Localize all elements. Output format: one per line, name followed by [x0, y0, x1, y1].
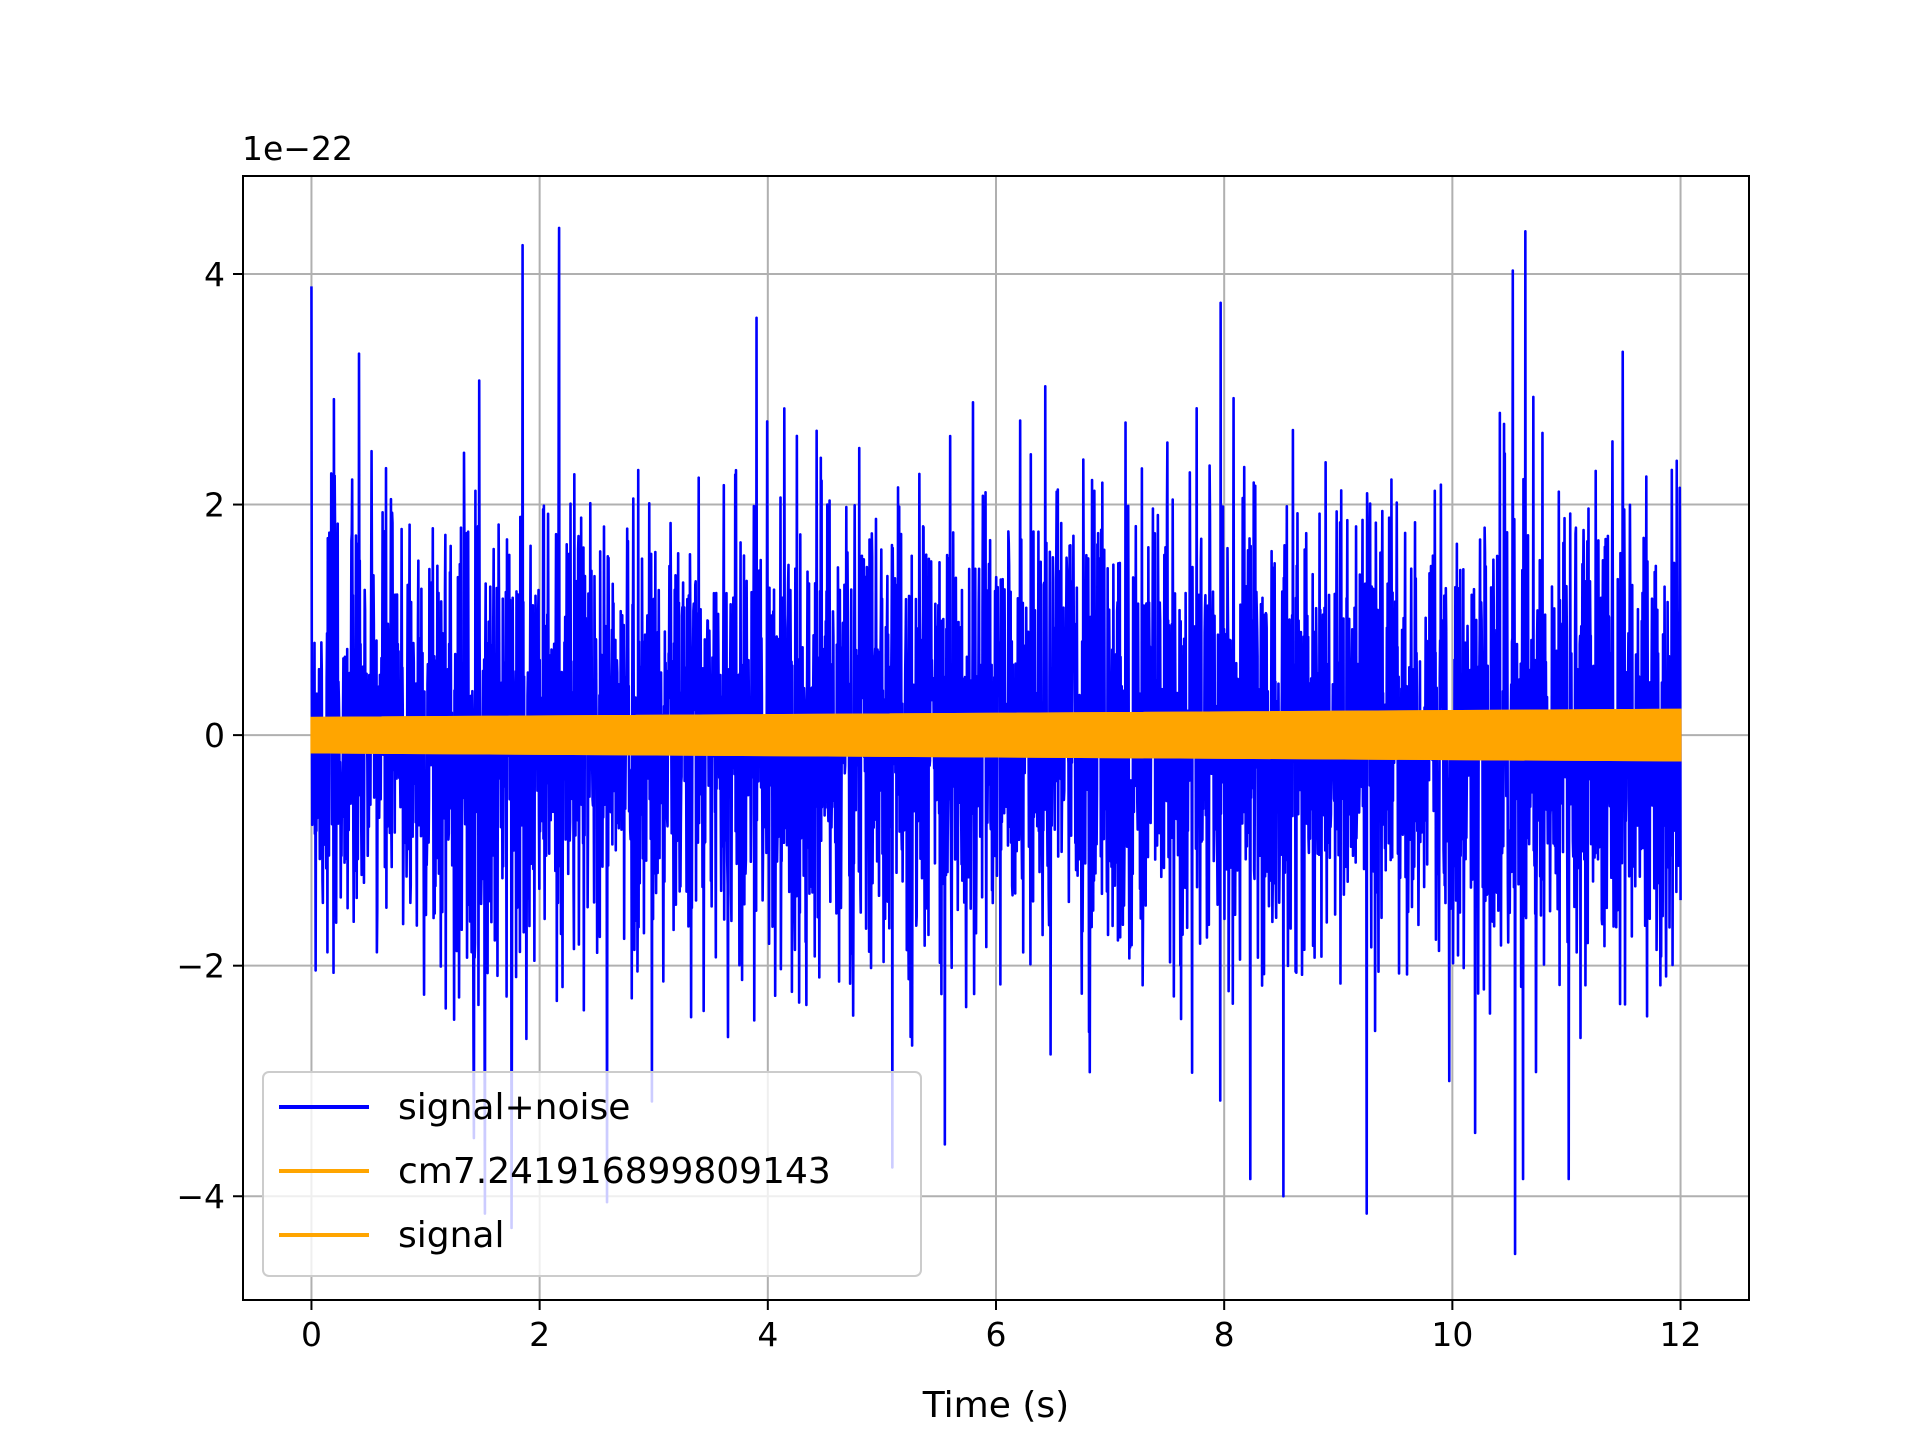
x-axis-label: Time (s)	[922, 1385, 1069, 1426]
legend-label-cm: cm7.241916899809143	[398, 1151, 831, 1192]
y-tick-label-0: −4	[176, 1177, 225, 1216]
x-axis: 0 2 4 6 8 10 12	[301, 1300, 1702, 1354]
x-tick-label-0: 0	[301, 1315, 322, 1354]
series-signal-band	[310, 708, 1682, 762]
series-layer	[310, 226, 1682, 1256]
y-tick-label-4: 4	[204, 255, 225, 294]
legend: signal+noise cm7.241916899809143 signal	[262, 1071, 922, 1277]
y-tick-label-2: 0	[204, 716, 225, 755]
y-tick-label-1: −2	[176, 947, 225, 986]
legend-label-signal-noise: signal+noise	[398, 1087, 630, 1128]
x-tick-label-4: 8	[1214, 1315, 1235, 1354]
x-tick-label-3: 6	[986, 1315, 1007, 1354]
legend-box	[262, 1071, 922, 1277]
x-tick-label-5: 10	[1431, 1315, 1473, 1354]
x-tick-label-2: 4	[757, 1315, 778, 1354]
legend-label-signal: signal	[398, 1215, 505, 1256]
y-axis: −4 −2 0 2 4	[176, 255, 243, 1216]
y-offset-label: 1e−22	[242, 129, 353, 168]
x-tick-label-1: 2	[529, 1315, 550, 1354]
x-tick-label-6: 12	[1660, 1315, 1702, 1354]
y-tick-label-3: 2	[204, 486, 225, 525]
